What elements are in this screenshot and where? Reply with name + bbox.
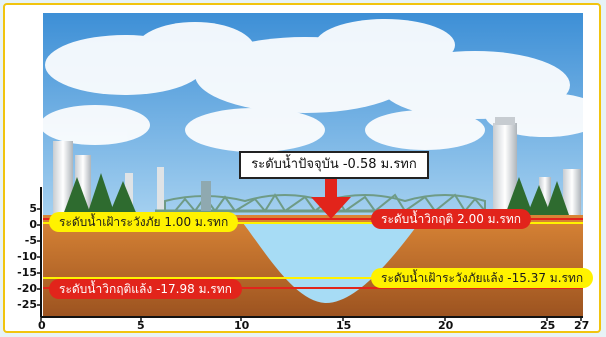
x-tick-label: 10 — [234, 319, 250, 332]
y-tick-label: -10 — [17, 250, 37, 263]
y-axis-ticks — [37, 208, 41, 306]
river-cross-section-scene — [37, 13, 599, 321]
water-level-panel: 5 0 -5 -10 -15 -20 -25 0 5 10 15 20 25 2… — [3, 3, 601, 333]
x-axis-ticks — [40, 317, 582, 321]
y-tick-label: -5 — [24, 234, 37, 247]
current-level-arrow — [311, 179, 351, 219]
drought-watch-label: ระดับน้ำเฝ้าระวังภัยแล้ง -15.37 ม.รทก — [371, 268, 594, 288]
flood-watch-label: ระดับน้ำเฝ้าระวังภัย 1.00 ม.รทก — [49, 212, 239, 232]
x-tick-label: 20 — [438, 319, 454, 332]
y-tick-label: 0 — [29, 218, 37, 231]
river-water — [243, 223, 419, 304]
drought-critical-label: ระดับน้ำวิกฤติแล้ง -17.98 ม.รทก — [49, 279, 242, 299]
y-tick-label: -25 — [17, 298, 37, 311]
y-tick-label: -15 — [17, 266, 37, 279]
current-water-level-label: ระดับน้ำปัจจุบัน -0.58 ม.รทก — [239, 151, 429, 179]
x-tick-label: 5 — [137, 319, 145, 332]
x-tick-label: 0 — [38, 319, 46, 332]
trees — [63, 173, 569, 215]
x-tick-label: 27 — [574, 319, 590, 332]
y-tick-label: -20 — [17, 282, 37, 295]
y-tick-label: 5 — [29, 202, 37, 215]
x-tick-label: 15 — [336, 319, 352, 332]
flood-critical-label: ระดับน้ำวิกฤติ 2.00 ม.รทก — [371, 209, 531, 229]
x-tick-label: 25 — [540, 319, 556, 332]
